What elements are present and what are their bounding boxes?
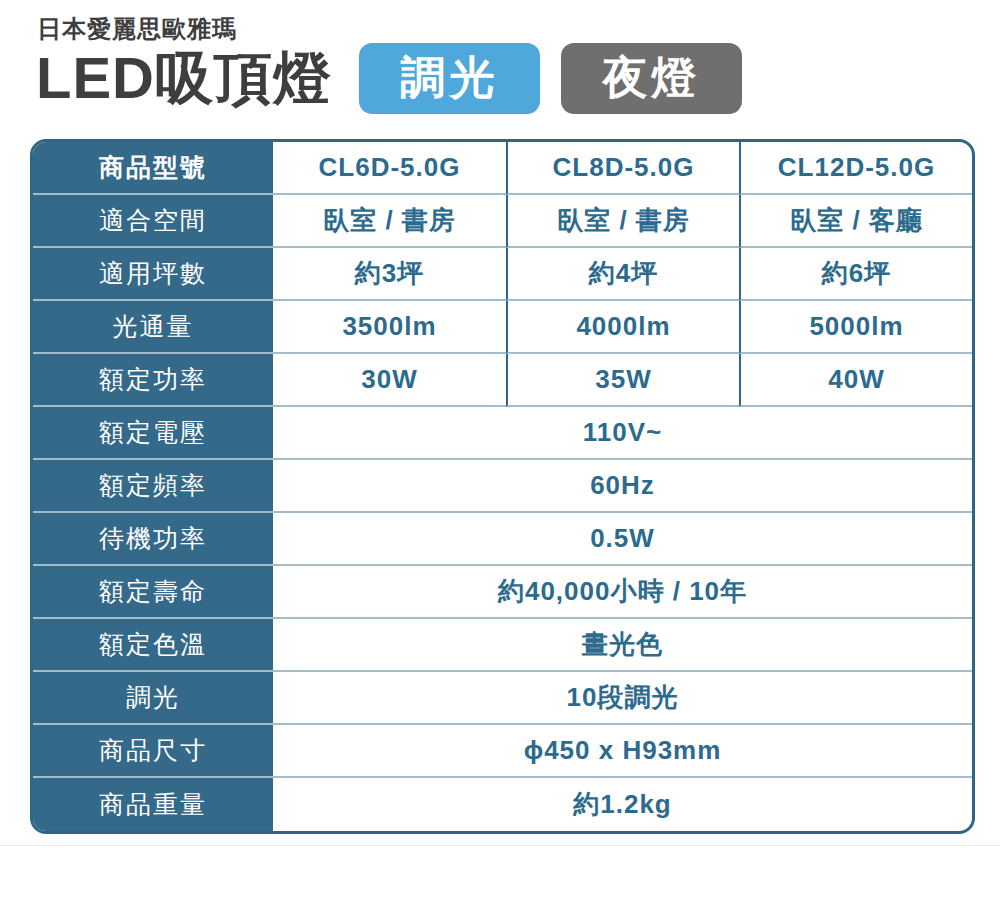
row-label: 商品重量 xyxy=(33,778,273,831)
spec-value: 30W xyxy=(273,354,506,407)
spec-value-span: 0.5W xyxy=(273,513,972,566)
spec-value: 臥室 / 客廳 xyxy=(739,195,972,248)
row-label: 商品尺寸 xyxy=(33,725,273,778)
spec-table: 商品型號CL6D-5.0GCL8D-5.0GCL12D-5.0G適合空間臥室 /… xyxy=(30,139,975,834)
spec-value-span: 110V~ xyxy=(273,407,972,460)
row-label: 待機功率 xyxy=(33,513,273,566)
spec-value: 臥室 / 書房 xyxy=(506,195,739,248)
badge-night-light: 夜燈 xyxy=(561,43,742,114)
spec-value: 4000lm xyxy=(506,301,739,354)
row-label: 光通量 xyxy=(33,301,273,354)
row-label: 額定電壓 xyxy=(33,407,273,460)
spec-value: 35W xyxy=(506,354,739,407)
row-label: 額定功率 xyxy=(33,354,273,407)
spec-value-span: 約40,000小時 / 10年 xyxy=(273,566,972,619)
spec-value-span: ϕ450 x H93mm xyxy=(273,725,972,778)
bottom-divider xyxy=(0,845,1000,846)
spec-value: 3500lm xyxy=(273,301,506,354)
spec-value-span: 60Hz xyxy=(273,460,972,513)
row-label: 適用坪數 xyxy=(33,248,273,301)
spec-value: 40W xyxy=(739,354,972,407)
row-label: 額定壽命 xyxy=(33,566,273,619)
model-name: CL8D-5.0G xyxy=(506,142,739,195)
model-name: CL6D-5.0G xyxy=(273,142,506,195)
spec-value-span: 晝光色 xyxy=(273,619,972,672)
badge-dimming: 調光 xyxy=(359,43,540,114)
row-label: 額定色溫 xyxy=(33,619,273,672)
row-label: 額定頻率 xyxy=(33,460,273,513)
model-name: CL12D-5.0G xyxy=(739,142,972,195)
title-row: LED吸頂燈 調光 夜燈 xyxy=(36,41,742,115)
spec-value: 約6坪 xyxy=(739,248,972,301)
row-label: 調光 xyxy=(33,672,273,725)
spec-value-span: 10段調光 xyxy=(273,672,972,725)
spec-value: 5000lm xyxy=(739,301,972,354)
spec-value-span: 約1.2kg xyxy=(273,778,972,831)
spec-value: 約4坪 xyxy=(506,248,739,301)
row-label: 適合空間 xyxy=(33,195,273,248)
page-title: LED吸頂燈 xyxy=(36,49,332,107)
spec-value: 約3坪 xyxy=(273,248,506,301)
row-label-model: 商品型號 xyxy=(33,142,273,195)
spec-value: 臥室 / 書房 xyxy=(273,195,506,248)
